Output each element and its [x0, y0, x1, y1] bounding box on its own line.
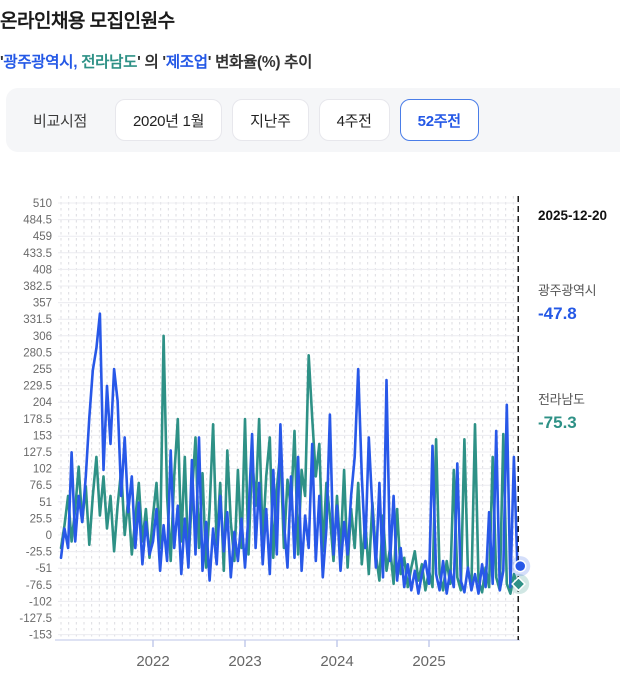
y-axis-tick-label: 178.5: [23, 414, 52, 426]
y-axis-tick-label: 229.5: [23, 381, 52, 393]
x-axis-tick-label: 2025: [412, 653, 445, 670]
comparison-option-2020년-1월[interactable]: 2020년 1월: [115, 99, 223, 141]
series2-value-label: -75.3: [538, 413, 577, 432]
x-axis-tick-label: 2023: [228, 653, 261, 670]
y-axis-tick-label: 127.5: [23, 447, 52, 459]
y-axis-tick-label: 25.5: [30, 513, 52, 525]
subtitle-segment: 광주광역시,: [3, 54, 78, 71]
chart-subtitle: '광주광역시, 전라남도' 의 '제조업' 변화율(%) 추이: [0, 50, 312, 72]
y-axis-tick-label: 357: [33, 298, 52, 310]
subtitle-segment: 전라남도: [77, 54, 138, 71]
y-axis-tick-label: -153: [29, 630, 52, 642]
series2-end-marker[interactable]: [511, 576, 526, 592]
comparison-option-4주전[interactable]: 4주전: [318, 99, 390, 141]
y-axis-tick-label: 0: [46, 530, 52, 542]
comparison-option-지난주[interactable]: 지난주: [232, 99, 309, 141]
x-axis-tick-label: 2022: [136, 653, 169, 670]
y-axis-tick-label: 280.5: [23, 347, 52, 359]
comparison-filter-bar: 비교시점 2020년 1월 지난주 4주전 52주전: [6, 88, 620, 152]
y-axis-tick-label: 153: [33, 430, 52, 442]
comparison-button-group: 2020년 1월 지난주 4주전 52주전: [115, 99, 479, 141]
y-axis-tick-label: 510: [33, 198, 52, 210]
series1-name-label: 광주광역시: [538, 283, 597, 298]
y-axis-tick-label: 331.5: [23, 314, 52, 326]
y-axis-tick-label: 306: [33, 331, 52, 343]
subtitle-segment: ' 변화율(%) 추이: [207, 54, 313, 71]
series1-end-marker[interactable]: [513, 559, 527, 573]
y-axis-tick-label: 484.5: [23, 215, 52, 227]
subtitle-segment: ': [0, 54, 4, 71]
series1-value-label: -47.8: [538, 304, 577, 323]
comparison-label: 비교시점: [33, 112, 88, 130]
y-axis-tick-label: -25.5: [26, 547, 52, 559]
series-line-0[interactable]: [59, 312, 519, 595]
chart-svg: -153 -127.5 -102 -76.5 -51 -25.5 0 25.5 51 76.5 10…: [19, 196, 531, 670]
y-axis-tick-label: 382.5: [23, 281, 52, 293]
y-axis-tick-label: 459: [33, 231, 52, 243]
y-axis-tick-label: 76.5: [30, 480, 52, 492]
y-axis-tick-label: -76.5: [26, 580, 52, 592]
end-date-label: 2025-12-20: [538, 208, 608, 223]
y-axis-tick-label: 204: [33, 397, 53, 409]
y-axis-tick-label: 255: [33, 364, 52, 376]
page-title: 온라인채용 모집인원수: [0, 11, 175, 32]
x-axis-tick-label: 2024: [320, 653, 353, 670]
trend-chart[interactable]: -153 -127.5 -102 -76.5 -51 -25.5 0 25.5 51 76.5 10…: [0, 180, 620, 677]
y-axis-tick-label: -102: [29, 596, 52, 608]
y-axis-tick-label: -127.5: [19, 613, 52, 625]
y-axis-tick-label: 51: [39, 497, 52, 509]
comparison-option-52주전[interactable]: 52주전: [399, 99, 479, 141]
series2-name-label: 전라남도: [538, 392, 585, 407]
y-axis-tick-label: 102: [33, 464, 52, 476]
y-axis-tick-label: 433.5: [23, 248, 52, 260]
y-axis-tick-label: 408: [33, 264, 52, 276]
subtitle-segment: ' 의 ': [137, 54, 166, 71]
subtitle-segment: 제조업: [165, 54, 208, 71]
y-axis-tick-label: -51: [35, 563, 52, 575]
